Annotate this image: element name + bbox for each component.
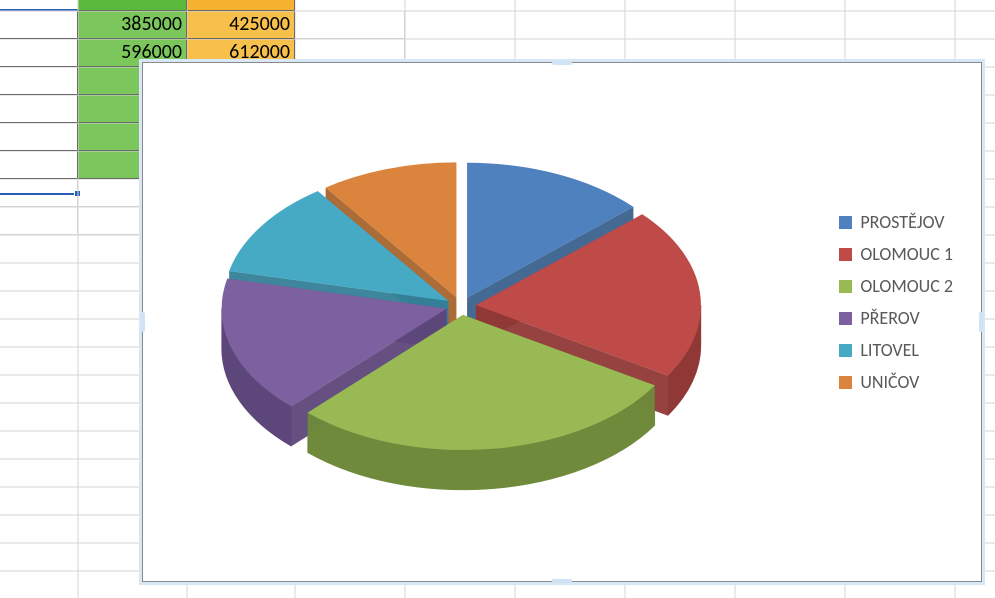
legend-label: PROSTĚJOV [860, 211, 944, 233]
selection-border-bottom [0, 193, 78, 195]
legend-item-0[interactable]: PROSTĚJOV [839, 211, 953, 233]
legend-label: OLOMOUC 1 [860, 243, 953, 265]
legend-item-4[interactable]: LITOVEL [839, 339, 953, 361]
empty-cell[interactable] [0, 207, 78, 235]
row-label-6[interactable] [0, 151, 78, 179]
chart-object[interactable]: PROSTĚJOV OLOMOUC 1 OLOMOUC 2 PŘEROV LITOVEL… [142, 62, 982, 582]
legend-item-2[interactable]: OLOMOUC 2 [839, 275, 953, 297]
pie-3d-plot[interactable] [161, 91, 761, 551]
chart-handle-left[interactable] [141, 312, 145, 332]
empty-cell[interactable] [295, 11, 405, 39]
chart-legend: PROSTĚJOV OLOMOUC 1 OLOMOUC 2 PŘEROV LITOVEL… [839, 201, 953, 403]
legend-swatch [839, 280, 852, 293]
legend-item-3[interactable]: PŘEROV [839, 307, 953, 329]
row-label-3[interactable] [0, 67, 78, 95]
legend-swatch [839, 216, 852, 229]
selection-border-top [0, 9, 78, 11]
legend-item-1[interactable]: OLOMOUC 1 [839, 243, 953, 265]
legend-swatch [839, 248, 852, 261]
col-header-b [78, 0, 187, 11]
row-label-1[interactable] [0, 11, 78, 39]
legend-item-5[interactable]: UNIČOV [839, 371, 953, 393]
chart-handle-top[interactable] [552, 61, 572, 65]
legend-swatch [839, 312, 852, 325]
legend-label: PŘEROV [860, 307, 919, 329]
row-label-4[interactable] [0, 95, 78, 123]
legend-swatch [839, 344, 852, 357]
legend-label: UNIČOV [860, 371, 919, 393]
legend-label: OLOMOUC 2 [860, 275, 953, 297]
row-label-2[interactable] [0, 39, 78, 67]
chart-handle-bottom[interactable] [552, 579, 572, 583]
cell-b1[interactable]: 385000 [78, 11, 187, 39]
chart-handle-right[interactable] [979, 312, 983, 332]
selection-fill-handle[interactable] [74, 190, 81, 197]
col-header-c [187, 0, 295, 11]
legend-swatch [839, 376, 852, 389]
cell-c1[interactable]: 425000 [187, 11, 295, 39]
legend-label: LITOVEL [860, 339, 919, 361]
row-label-5[interactable] [0, 123, 78, 151]
